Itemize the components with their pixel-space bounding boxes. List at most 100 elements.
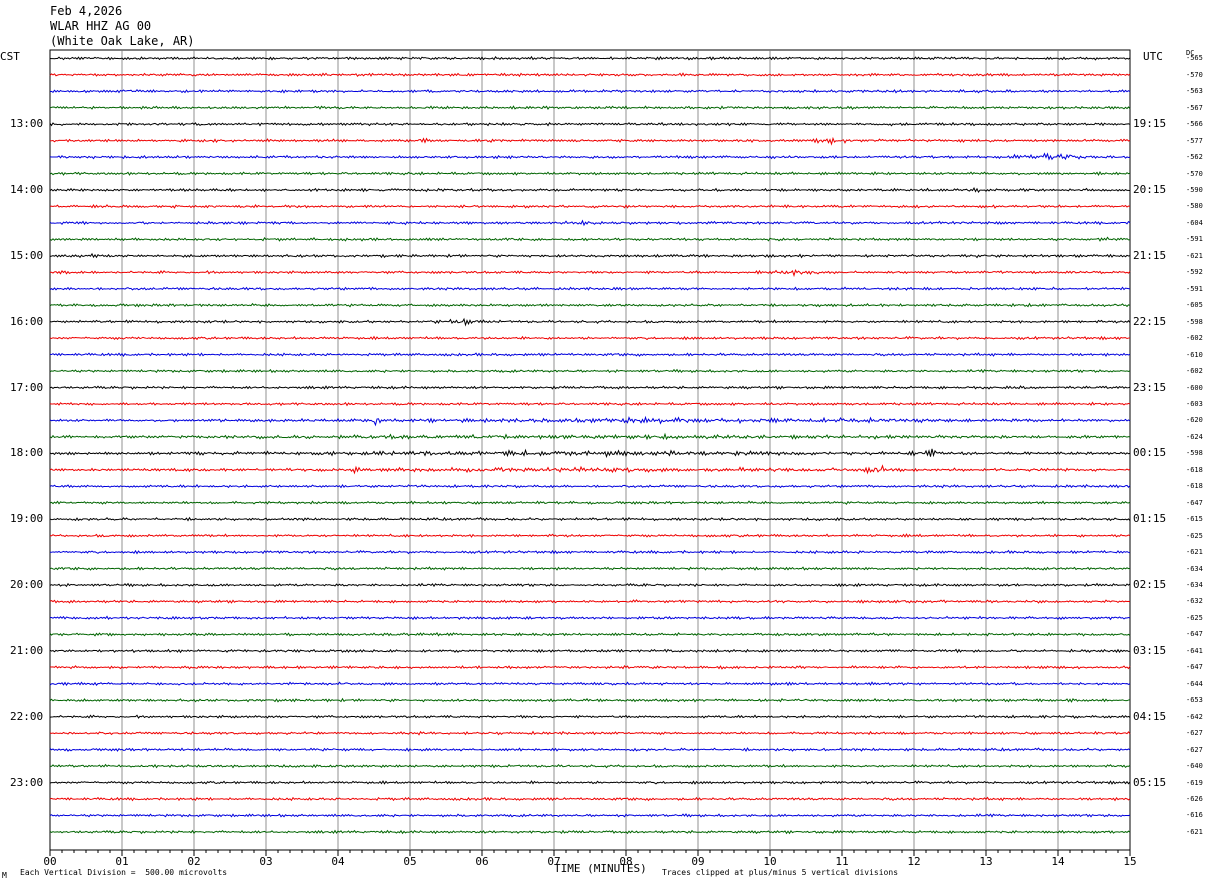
x-tick-label: 01 (115, 855, 128, 868)
location-label: (White Oak Lake, AR) (50, 34, 195, 48)
dc-offset-label: -563 (1186, 87, 1203, 96)
dc-offset-label: -641 (1186, 646, 1203, 655)
dc-offset-label: -610 (1186, 350, 1203, 359)
trace-row (49, 335, 1131, 341)
date-label: Feb 4,2026 (50, 4, 123, 18)
dc-offset-label: -602 (1186, 367, 1203, 376)
trace-row (49, 286, 1131, 291)
left-timezone-label: CST (0, 50, 20, 63)
x-tick-label: 15 (1123, 855, 1136, 868)
dc-offset-label: -604 (1186, 218, 1203, 227)
trace-row (49, 747, 1131, 753)
x-tick-label: 14 (1051, 855, 1065, 868)
dc-offset-label: -653 (1186, 696, 1203, 705)
x-tick-label: 06 (475, 855, 488, 868)
left-hour-label: 13:00 (10, 117, 44, 131)
right-hour-label: 04:15 (1133, 709, 1167, 723)
trace-row (49, 136, 1131, 146)
trace-row (49, 829, 1131, 835)
trace-row (49, 268, 1131, 278)
dc-offset-label: -592 (1186, 268, 1203, 277)
plot-frame (49, 49, 1131, 851)
trace-row (49, 72, 1131, 78)
right-timezone-label: UTC (1143, 50, 1163, 63)
trace-row (49, 203, 1131, 209)
trace-row (49, 236, 1131, 242)
trace-row (49, 582, 1131, 588)
right-hour-label: 21:15 (1133, 248, 1167, 262)
trace-row (49, 352, 1131, 357)
right-hour-label: 03:15 (1133, 643, 1167, 657)
dc-offset-label: -570 (1186, 70, 1203, 79)
dc-offset-label: -591 (1186, 235, 1203, 244)
dc-offset-label: -616 (1186, 811, 1203, 820)
x-tick-label: 11 (835, 855, 848, 868)
x-tick-label: 07 (547, 855, 560, 868)
x-tick-label: 08 (619, 855, 632, 868)
trace-row (49, 533, 1131, 538)
dc-offset-label: -598 (1186, 449, 1203, 458)
trace-row (49, 385, 1131, 390)
x-tick-label: 03 (259, 855, 272, 868)
trace-row (49, 516, 1131, 522)
dc-offset-label: -600 (1186, 383, 1203, 392)
dc-offset-label: -615 (1186, 515, 1203, 524)
left-hour-label: 14:00 (10, 182, 44, 196)
trace-row (49, 664, 1131, 670)
trace-row (49, 615, 1131, 621)
trace-row (49, 730, 1131, 736)
trace-row (49, 566, 1131, 571)
trace-row (49, 648, 1131, 654)
dc-offset-label: -647 (1186, 663, 1203, 672)
right-hour-label: 05:15 (1133, 775, 1167, 789)
trace-row (49, 697, 1131, 703)
dc-offset-label: -565 (1186, 54, 1203, 63)
trace-row (49, 448, 1131, 459)
right-hour-label: 01:15 (1133, 512, 1167, 526)
dc-offset-label: -580 (1186, 202, 1203, 211)
x-tick-label: 04 (331, 855, 345, 868)
x-tick-label: 12 (907, 855, 920, 868)
dc-offset-label: -605 (1186, 301, 1203, 310)
scale-note: Each Vertical Division = 500.00 microvol… (20, 868, 228, 877)
left-hour-label: 20:00 (10, 578, 44, 592)
dc-offset-label: -621 (1186, 251, 1203, 260)
trace-row (49, 796, 1131, 802)
dc-offset-label: -566 (1186, 120, 1203, 129)
trace-row (49, 317, 1131, 327)
x-axis: 00 01 02 03 04 05 06 07 08 09 10 11 12 13 14 15 (43, 850, 1137, 868)
x-axis-title: TIME (MINUTES) (554, 862, 647, 875)
x-tick-label: 05 (403, 855, 416, 868)
trace-row (49, 483, 1131, 489)
right-hour-label: 00:15 (1133, 446, 1167, 460)
dc-offset-label: -602 (1186, 334, 1203, 343)
x-tick-label: 10 (763, 855, 776, 868)
plot-grid (49, 49, 1131, 851)
dc-offset-label: -634 (1186, 564, 1203, 573)
dc-offset-label: -619 (1186, 778, 1203, 787)
trace-row (49, 432, 1131, 441)
x-tick-label: 00 (43, 855, 56, 868)
trace-row (49, 780, 1131, 785)
trace-row (49, 105, 1131, 111)
trace-row (49, 121, 1131, 127)
trace-row (49, 415, 1131, 427)
trace-row (49, 252, 1131, 259)
dc-offset-label: -577 (1186, 136, 1203, 145)
left-hour-label: 17:00 (10, 380, 44, 394)
trace-row (49, 88, 1131, 94)
dc-offset-label: -603 (1186, 399, 1203, 408)
trace-row (49, 599, 1131, 604)
dc-offset-label: -618 (1186, 482, 1203, 491)
dc-offset-label: -567 (1186, 103, 1203, 112)
right-hour-label: 20:15 (1133, 182, 1167, 196)
trace-row (49, 152, 1131, 161)
trace-row (49, 368, 1131, 374)
station-label: WLAR HHZ AG 00 (50, 19, 152, 33)
left-hour-label: 22:00 (10, 709, 44, 723)
dc-offset-label: -621 (1186, 548, 1203, 557)
dc-offset-label: -562 (1186, 153, 1203, 162)
x-tick-label: 02 (187, 855, 200, 868)
dc-offset-label: -647 (1186, 498, 1203, 507)
